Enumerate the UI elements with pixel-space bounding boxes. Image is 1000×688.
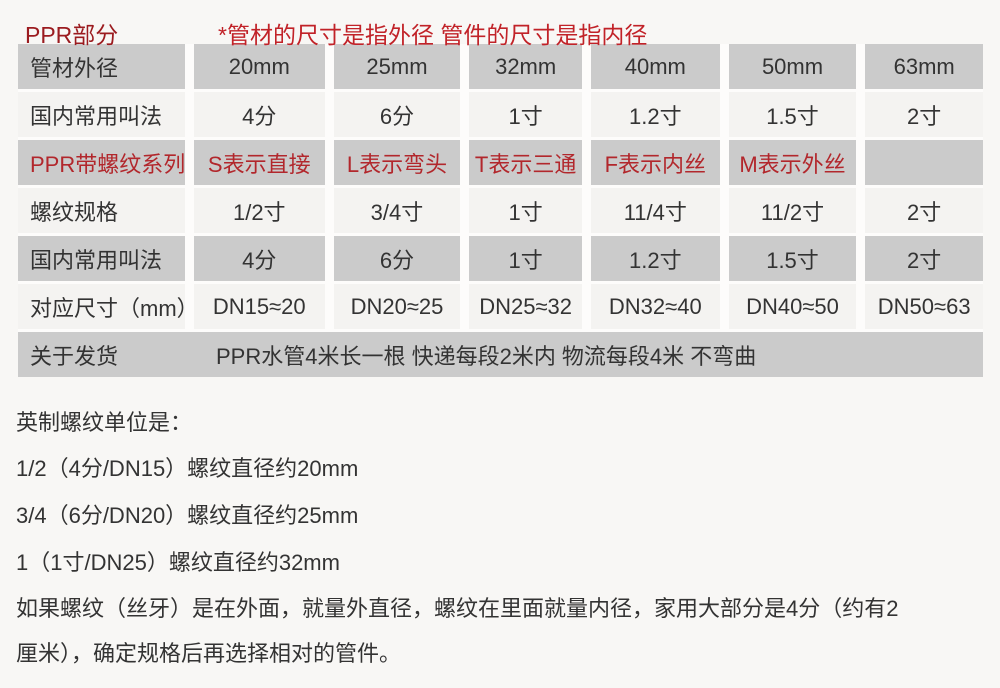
cell: 6分 <box>333 89 470 137</box>
cell: 1寸 <box>469 185 591 233</box>
table-row-common-name-pipe: 国内常用叫法 4分 6分 1寸 1.2寸 1.5寸 2寸 <box>18 89 983 137</box>
cell: 1寸 <box>469 233 591 281</box>
note-line-dn15: 1/2（4分/DN15）螺纹直径约20mm <box>16 456 359 481</box>
cell: 25mm <box>333 44 470 89</box>
cell: 4分 <box>193 233 334 281</box>
thread-unit-notes: 英制螺纹单位是： 1/2（4分/DN15）螺纹直径约20mm 3/4（6分/DN… <box>16 401 1000 676</box>
shipping-content: PPR水管4米长一根 快递每段2米内 物流每段4米 不弯曲 <box>216 343 757 369</box>
cell: 1.2寸 <box>590 233 729 281</box>
table-row-common-name-thread: 国内常用叫法 4分 6分 1寸 1.2寸 1.5寸 2寸 <box>18 233 983 281</box>
cell: 11/4寸 <box>590 185 729 233</box>
cell: 4分 <box>193 89 334 137</box>
page-title: PPR部分 <box>25 22 119 48</box>
cell: 1.5寸 <box>728 89 866 137</box>
cell: 1寸 <box>469 89 591 137</box>
cell: 40mm <box>590 44 729 89</box>
measuring-tip-line1: 如果螺纹（丝牙）是在外面，就量外直径，螺纹在里面就量内径，家用大部分是4分（约有… <box>16 596 899 621</box>
cell: DN15≈20 <box>193 281 334 329</box>
cell: 6分 <box>333 233 470 281</box>
cell: S表示直接 <box>193 137 334 185</box>
table-row-pipe-outer-diameter: 管材外径 20mm 25mm 32mm 40mm 50mm 63mm <box>18 44 983 89</box>
cell: DN25≈32 <box>469 281 591 329</box>
cell: 1.5寸 <box>728 233 866 281</box>
cell: 63mm <box>865 44 983 89</box>
cell: 1/2寸 <box>193 185 334 233</box>
table-row-thread-spec: 螺纹规格 1/2寸 3/4寸 1寸 11/4寸 11/2寸 2寸 <box>18 185 983 233</box>
table-row-dn-size: 对应尺寸（mm） DN15≈20 DN20≈25 DN25≈32 DN32≈40… <box>18 281 983 329</box>
shipping-cell: 关于发货 PPR水管4米长一根 快递每段2米内 物流每段4米 不弯曲 <box>18 329 983 377</box>
cell: 2寸 <box>865 233 983 281</box>
cell: 2寸 <box>865 89 983 137</box>
notes-intro: 英制螺纹单位是： <box>16 410 193 435</box>
cell: 2寸 <box>865 185 983 233</box>
cell: DN32≈40 <box>590 281 729 329</box>
cell: DN20≈25 <box>333 281 470 329</box>
cell: F表示内丝 <box>590 137 729 185</box>
row-label: 螺纹规格 <box>18 185 194 233</box>
row-label: 国内常用叫法 <box>18 89 194 137</box>
cell: 3/4寸 <box>333 185 470 233</box>
page-header: PPR部分 *管材的尺寸是指外径 管件的尺寸是指内径 <box>0 0 1000 48</box>
shipping-label: 关于发货 <box>30 343 119 369</box>
cell: DN40≈50 <box>728 281 866 329</box>
ppr-spec-table: 管材外径 20mm 25mm 32mm 40mm 50mm 63mm 国内常用叫… <box>18 44 983 377</box>
table-row-shipping-info: 关于发货 PPR水管4米长一根 快递每段2米内 物流每段4米 不弯曲 <box>18 329 983 377</box>
row-label: 对应尺寸（mm） <box>18 281 194 329</box>
cell-empty <box>865 137 983 185</box>
note-line-dn20: 3/4（6分/DN20）螺纹直径约25mm <box>16 503 359 528</box>
cell: 1.2寸 <box>590 89 729 137</box>
row-label: 国内常用叫法 <box>18 233 194 281</box>
cell: L表示弯头 <box>333 137 470 185</box>
measuring-tip-line2: 厘米），确定规格后再选择相对的管件。 <box>16 641 402 666</box>
cell: 32mm <box>469 44 591 89</box>
cell: M表示外丝 <box>728 137 866 185</box>
note-line-dn25: 1（1寸/DN25）螺纹直径约32mm <box>16 550 340 575</box>
cell: 11/2寸 <box>728 185 866 233</box>
cell: 20mm <box>193 44 334 89</box>
table-row-threaded-series: PPR带螺纹系列 S表示直接 L表示弯头 T表示三通 F表示内丝 M表示外丝 <box>18 137 983 185</box>
row-label: PPR带螺纹系列 <box>18 137 194 185</box>
cell: 50mm <box>728 44 866 89</box>
size-definition-note: *管材的尺寸是指外径 管件的尺寸是指内径 <box>218 22 648 48</box>
row-label: 管材外径 <box>18 44 194 89</box>
cell: DN50≈63 <box>865 281 983 329</box>
cell: T表示三通 <box>469 137 591 185</box>
